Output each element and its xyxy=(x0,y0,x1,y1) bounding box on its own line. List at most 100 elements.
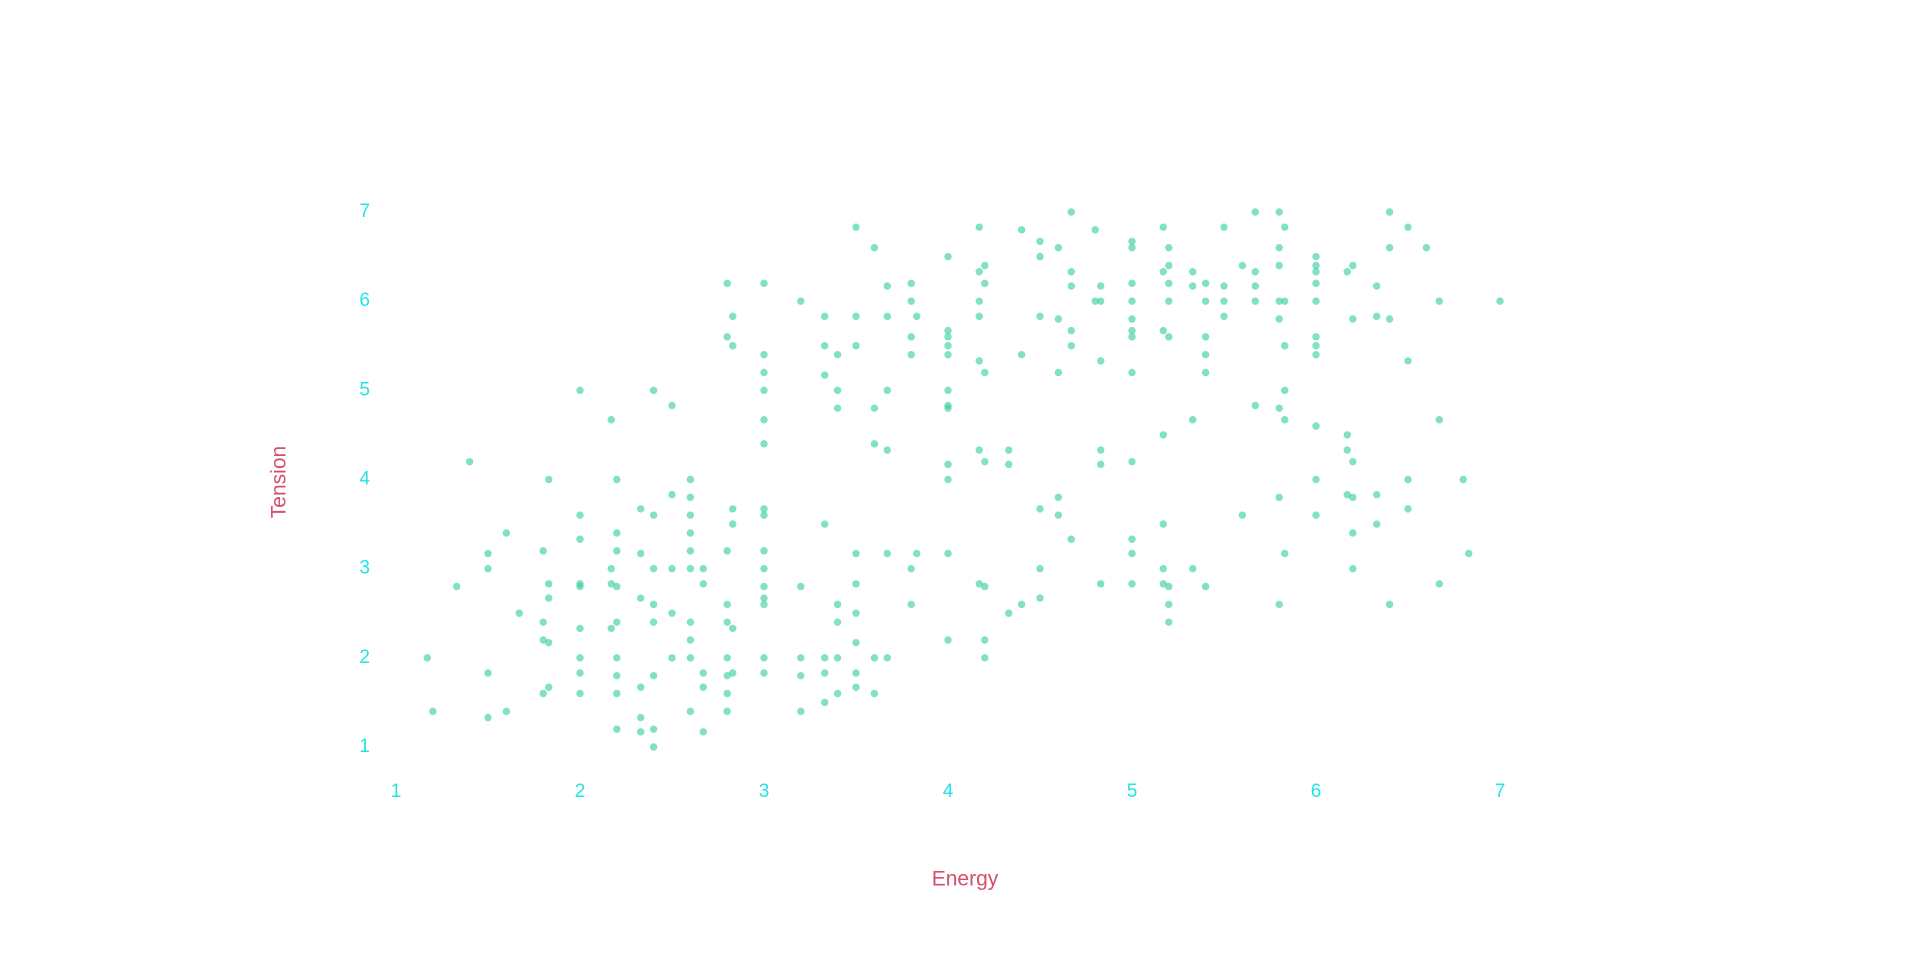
point xyxy=(907,600,915,609)
point xyxy=(1067,535,1075,543)
point xyxy=(1281,223,1289,231)
x-axis-label: Energy xyxy=(932,868,999,891)
point xyxy=(1165,279,1173,288)
point xyxy=(760,547,768,555)
point xyxy=(1005,609,1013,617)
point xyxy=(1165,600,1173,609)
point xyxy=(729,505,737,513)
point xyxy=(760,600,768,609)
point xyxy=(502,529,511,537)
point xyxy=(883,446,891,454)
point xyxy=(797,297,805,305)
point xyxy=(668,654,676,662)
point xyxy=(1275,315,1283,323)
point xyxy=(1017,350,1026,359)
point xyxy=(1349,261,1357,270)
point xyxy=(797,582,805,591)
point xyxy=(1312,475,1320,484)
point xyxy=(1343,431,1351,439)
point xyxy=(686,511,695,519)
y-tick-label: 4 xyxy=(359,469,370,490)
point xyxy=(465,457,474,466)
point xyxy=(870,404,879,412)
point xyxy=(1165,261,1173,270)
point xyxy=(981,654,989,662)
y-axis-label: Tension xyxy=(268,446,291,518)
point xyxy=(821,342,829,350)
point xyxy=(852,683,860,691)
point xyxy=(760,279,768,288)
point xyxy=(1251,282,1259,290)
point xyxy=(484,564,492,573)
point xyxy=(699,683,707,691)
point xyxy=(1054,368,1063,377)
point xyxy=(1036,564,1044,573)
point xyxy=(833,350,842,359)
point xyxy=(576,624,584,633)
point xyxy=(760,654,768,662)
point xyxy=(576,511,584,519)
point xyxy=(1036,237,1044,246)
point xyxy=(1128,326,1136,335)
point xyxy=(883,549,891,558)
point xyxy=(1201,350,1210,359)
point xyxy=(1036,594,1044,602)
point xyxy=(723,547,731,555)
point xyxy=(1128,333,1136,341)
point xyxy=(484,713,492,722)
point xyxy=(975,268,983,276)
point xyxy=(1067,342,1075,350)
point xyxy=(870,654,879,662)
point xyxy=(1201,279,1210,288)
point xyxy=(649,600,658,609)
point xyxy=(699,564,707,573)
point xyxy=(1275,404,1283,412)
point xyxy=(981,368,989,377)
point xyxy=(637,505,645,513)
point xyxy=(981,279,989,288)
point xyxy=(944,460,952,469)
point xyxy=(1128,279,1136,288)
point xyxy=(883,654,891,662)
point xyxy=(981,636,989,644)
point xyxy=(1238,511,1247,519)
point xyxy=(1159,431,1167,439)
point xyxy=(668,490,676,499)
point xyxy=(613,582,621,591)
point xyxy=(821,698,829,707)
point xyxy=(760,582,768,591)
point xyxy=(944,252,952,261)
point xyxy=(1067,282,1075,290)
point xyxy=(1159,564,1167,573)
point xyxy=(944,350,952,359)
point xyxy=(649,564,658,573)
point xyxy=(1097,282,1105,290)
point xyxy=(1251,268,1259,276)
x-tick-label: 1 xyxy=(391,781,402,802)
point xyxy=(502,707,511,716)
point xyxy=(760,416,768,424)
point xyxy=(944,326,952,335)
point xyxy=(686,564,695,573)
point xyxy=(833,386,842,395)
point xyxy=(1165,582,1173,591)
point xyxy=(1435,580,1443,588)
point xyxy=(1496,297,1504,305)
point xyxy=(429,707,437,716)
point xyxy=(1422,243,1431,252)
point xyxy=(613,725,621,733)
point xyxy=(686,707,695,716)
point xyxy=(1373,312,1381,321)
point xyxy=(852,580,860,588)
point xyxy=(723,689,731,698)
point xyxy=(1097,297,1105,305)
point xyxy=(1220,282,1228,290)
point xyxy=(883,386,891,395)
point xyxy=(760,669,768,677)
point xyxy=(613,654,621,662)
point xyxy=(944,549,952,558)
point xyxy=(1097,446,1105,454)
point xyxy=(944,386,952,395)
point xyxy=(1165,618,1173,626)
point xyxy=(760,386,768,395)
